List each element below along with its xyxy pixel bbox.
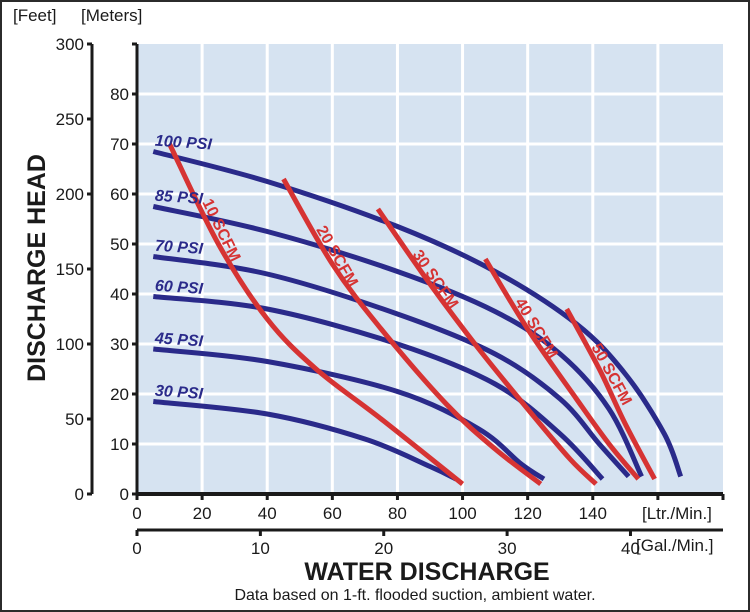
gal-unit-label: [Gal./Min.] xyxy=(636,536,713,555)
performance-curves xyxy=(152,142,684,486)
meters-tick-label: 0 xyxy=(120,485,129,504)
feet-tick-label: 200 xyxy=(56,185,84,204)
x-axis-title: WATER DISCHARGE xyxy=(304,558,549,586)
meters-tick-label: 60 xyxy=(110,185,129,204)
psi-curve-70-psi xyxy=(152,254,631,479)
scfm-curve-30-scfm xyxy=(375,207,598,486)
gal-tick-label: 10 xyxy=(251,539,270,558)
meters-tick-label: 40 xyxy=(110,285,129,304)
meters-tick-label: 10 xyxy=(110,435,129,454)
meters-tick-label: 80 xyxy=(110,85,129,104)
y-axis-title: DISCHARGE HEAD xyxy=(23,154,51,382)
meters-tick-label: 70 xyxy=(110,135,129,154)
ltr-tick-label: 0 xyxy=(132,504,141,523)
ltr-tick-label: 60 xyxy=(323,504,342,523)
footnote: Data based on 1-ft. flooded suction, amb… xyxy=(234,587,595,604)
ltr-tick-label: 120 xyxy=(513,504,541,523)
ltr-tick-label: 100 xyxy=(448,504,476,523)
feet-tick-label: 0 xyxy=(75,485,84,504)
meters-tick-label: 50 xyxy=(110,235,129,254)
scfm-curve-20-scfm xyxy=(281,177,543,486)
scfm-curve-50-scfm xyxy=(564,307,657,481)
scfm-curve-40-scfm xyxy=(483,257,641,481)
ltr-tick-label: 140 xyxy=(579,504,607,523)
psi-label: 60 PSI xyxy=(154,278,204,298)
feet-tick-label: 300 xyxy=(56,35,84,54)
psi-curve-45-psi xyxy=(153,346,546,482)
ltr-tick-label: 20 xyxy=(193,504,212,523)
psi-curve-30-psi xyxy=(153,399,458,482)
gal-tick-label: 20 xyxy=(374,539,393,558)
psi-label: 85 PSI xyxy=(154,188,204,208)
psi-curve-85-psi xyxy=(152,204,644,478)
meters-tick-label: 30 xyxy=(110,335,129,354)
gal-tick-label: 40 xyxy=(621,539,640,558)
ltr-tick-label: 80 xyxy=(388,504,407,523)
psi-curve-60-psi xyxy=(153,294,605,481)
psi-label: 100 PSI xyxy=(154,133,213,154)
psi-label: 45 PSI xyxy=(153,330,204,350)
psi-label: 70 PSI xyxy=(154,238,204,258)
psi-curve-100-psi xyxy=(152,149,684,478)
feet-tick-label: 50 xyxy=(65,410,84,429)
meters-unit-label: [Meters] xyxy=(81,6,142,25)
feet-unit-label: [Feet] xyxy=(13,6,56,25)
gal-tick-label: 30 xyxy=(498,539,517,558)
feet-tick-label: 100 xyxy=(56,335,84,354)
gal-tick-label: 0 xyxy=(132,539,141,558)
psi-label: 30 PSI xyxy=(154,383,204,403)
feet-tick-label: 150 xyxy=(56,260,84,279)
meters-tick-label: 20 xyxy=(110,385,129,404)
scfm-curve-10-scfm xyxy=(167,142,465,486)
ltr-tick-label: 40 xyxy=(258,504,277,523)
feet-tick-label: 250 xyxy=(56,110,84,129)
ltr-unit-label: [Ltr./Min.] xyxy=(642,504,712,523)
